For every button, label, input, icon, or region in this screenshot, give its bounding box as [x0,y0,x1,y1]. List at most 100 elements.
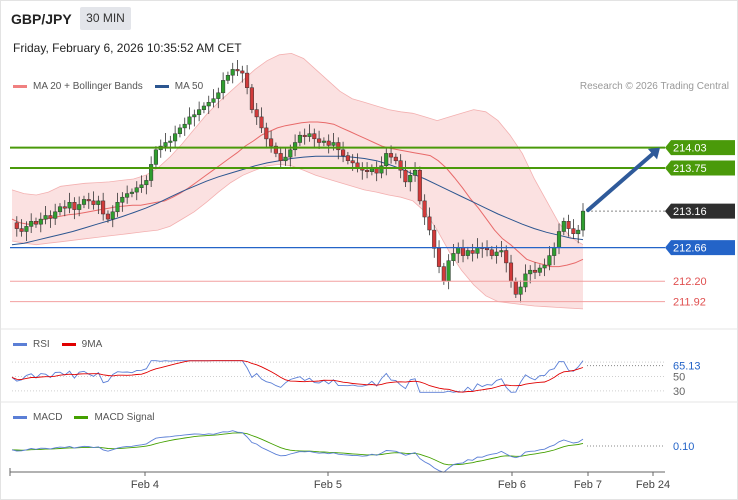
legend-swatch-9ma [61,343,76,346]
candle [293,134,298,157]
candle [547,246,552,271]
candle-body [408,175,413,183]
timeframe-button[interactable]: 30 MIN [80,7,131,30]
candle [297,131,302,147]
candle [62,200,67,217]
candle-body [96,200,101,205]
candle [321,137,326,147]
legend-macd: MACD [13,412,62,423]
candle-body [518,286,523,295]
candle [48,210,53,228]
legend-rsi: RSI [13,339,50,350]
candle-body [494,251,499,256]
candle-body [91,200,96,205]
candle-body [321,140,326,143]
candle [230,62,235,84]
rsi-9ma-line [11,360,584,393]
candle-body [441,266,446,282]
macd-line [11,430,584,473]
candle-body [412,169,418,176]
candle [120,192,125,212]
ma20-line [11,121,584,268]
candle-body [120,196,125,203]
candle-body [240,70,245,74]
forecast-arrow-shaft [586,152,655,213]
candle-body [29,221,34,227]
candle [33,217,39,228]
candle-body [307,133,312,137]
candle-body [499,250,504,253]
candle [81,195,87,209]
candle-body [48,215,53,219]
candle-body [19,228,24,232]
candle [384,148,389,176]
candle-body [484,248,490,251]
last-price-label-text: 213.16 [673,206,707,218]
candle-body [528,269,533,275]
candle-body [556,231,562,248]
candle [249,84,254,114]
candle [302,128,307,145]
candle [77,196,82,217]
candle-body [139,184,144,188]
candle-body [81,199,87,205]
candle-body [470,250,475,254]
ma50-line [11,155,584,246]
candle [86,192,91,209]
candle-body [254,109,259,118]
x-axis-label: Feb 5 [314,479,342,491]
candle-body [38,218,43,225]
candle-body [422,200,427,218]
candle-body [115,202,120,213]
candle [317,130,322,150]
candle-body [355,162,360,168]
candle [29,213,34,233]
x-axis-label: Feb 4 [131,479,159,491]
candle [417,166,422,205]
candle-body [273,145,278,154]
candle [345,151,350,165]
candle [211,89,216,108]
candle-body [336,142,341,151]
candle-body [379,165,384,174]
candle-body [230,69,235,76]
candle-body [331,142,336,146]
candle [465,246,470,260]
candle [182,117,187,136]
candle [269,130,274,153]
candle-body [211,98,216,103]
candle-body [312,133,317,140]
candle-body [341,149,346,156]
candle [576,224,581,244]
bollinger-upper-line [11,52,584,246]
candle [153,146,158,169]
candle [264,122,269,149]
rsi-tick-50: 50 [673,372,685,384]
candle-body [523,273,528,288]
candle [398,154,403,179]
candle-body [187,116,192,125]
candle [408,170,413,192]
candle [221,72,226,100]
candle [206,95,211,114]
candle-body [384,153,389,167]
rsi-value-label: 65.13 [673,361,701,373]
candle-body [67,202,72,209]
candle [24,221,29,242]
copyright-note: Research © 2026 Trading Central [579,81,729,92]
candle [43,205,48,225]
candle-body [393,156,398,162]
candle-body [259,116,264,129]
candle-body [144,180,149,186]
candle [168,135,173,152]
candle-body [571,228,576,234]
candle-body [345,155,350,161]
candle [91,191,96,210]
candle-body [302,134,307,137]
candle-body [580,210,586,231]
candle-body [177,127,182,134]
candle-body [403,169,408,183]
candle-body [513,280,518,295]
candle [110,205,115,228]
candle [67,192,72,214]
